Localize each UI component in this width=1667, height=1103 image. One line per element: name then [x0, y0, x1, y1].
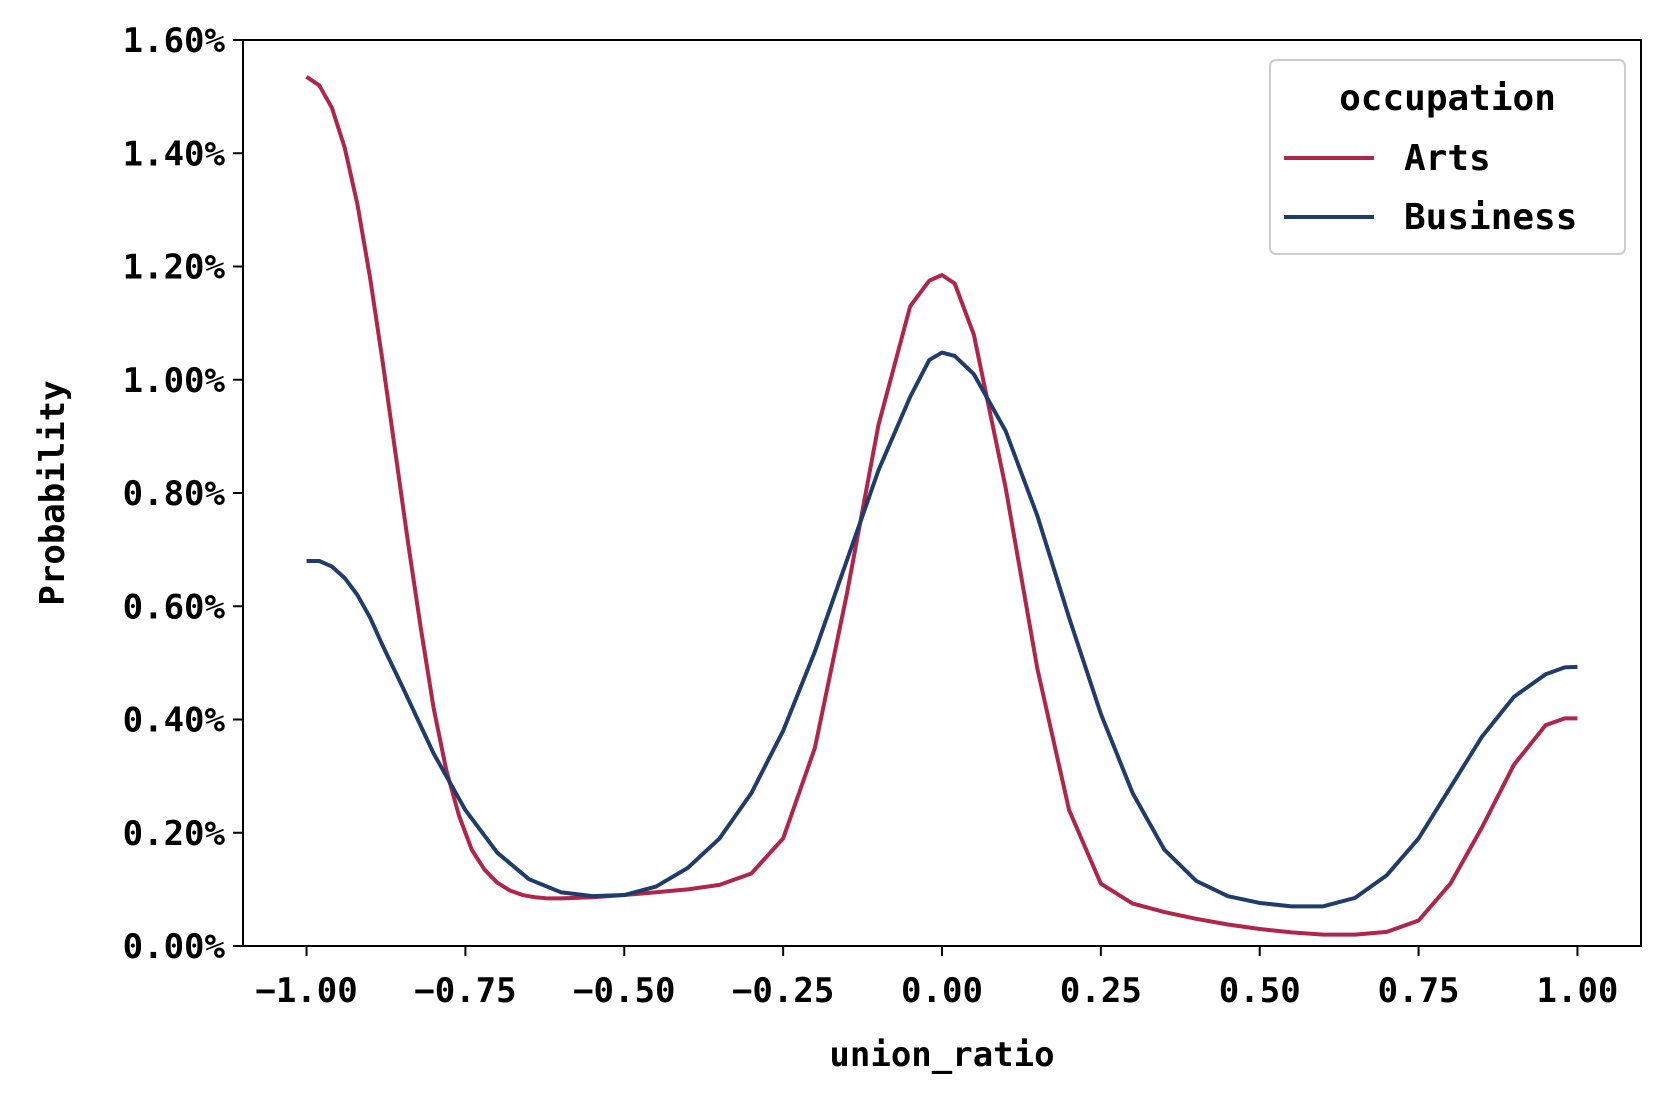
y-tick-label: 1.60%	[123, 21, 226, 61]
x-tick-label: −0.25	[732, 971, 834, 1011]
series-layer	[305, 75, 1578, 937]
x-axis-label: union_ratio	[829, 1035, 1054, 1075]
y-axis-label: Probability	[33, 380, 73, 605]
y-tick-label: 0.40%	[123, 701, 226, 741]
y-tick-label: 0.80%	[123, 474, 226, 514]
x-tick-label: 0.50	[1219, 971, 1301, 1011]
x-tick-label: 0.25	[1060, 971, 1142, 1011]
y-tick-label: 1.00%	[123, 361, 226, 401]
legend-items: Arts Business	[1284, 138, 1577, 238]
legend-box	[1269, 59, 1626, 255]
legend-label-arts: Arts	[1404, 138, 1491, 179]
legend: occupation Arts Business	[1269, 59, 1626, 255]
series-line-business	[306, 350, 1578, 909]
x-tick-label: 1.00	[1537, 971, 1619, 1011]
x-axis: −1.00 −0.75 −0.50 −0.25 0.00 0.25 0.50 0.75 1.00	[255, 946, 1618, 1011]
x-tick-label: −0.75	[414, 971, 516, 1011]
series-line-arts	[305, 75, 1578, 937]
x-tick-label: 0.75	[1378, 971, 1460, 1011]
x-tick-label: 0.00	[901, 971, 983, 1011]
y-tick-label: 0.60%	[123, 587, 226, 627]
y-axis: 0.00% 0.20% 0.40% 0.60% 0.80% 1.00% 1.20% 1.40%…	[123, 21, 243, 967]
y-tick-label: 0.20%	[123, 814, 226, 854]
y-tick-label: 0.00%	[123, 927, 226, 967]
x-tick-label: −1.00	[255, 971, 357, 1011]
y-tick-label: 1.40%	[123, 134, 226, 174]
y-tick-label: 1.20%	[123, 248, 226, 288]
legend-title: occupation	[1339, 78, 1556, 119]
x-tick-label: −0.50	[573, 971, 675, 1011]
legend-label-business: Business	[1404, 197, 1577, 238]
